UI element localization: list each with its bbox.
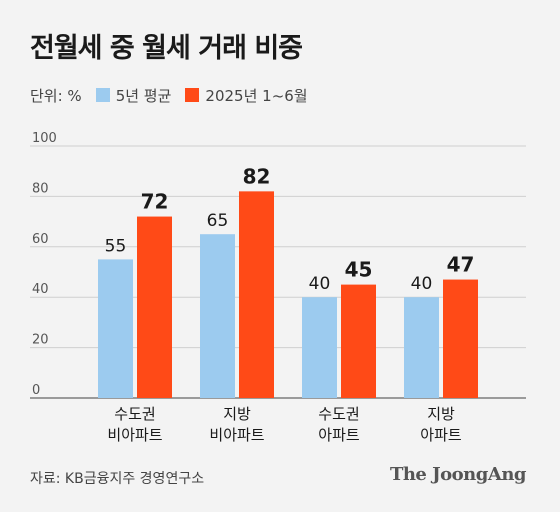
category-label-3-line0: 지방 — [427, 405, 455, 423]
bar-series0-cat1 — [200, 234, 235, 398]
data-label-series1-cat2: 45 — [345, 258, 373, 282]
bar-series0-cat3 — [404, 297, 439, 398]
legend-swatch-2025 — [185, 88, 200, 102]
y-tick-label-80: 80 — [32, 181, 49, 196]
legend-swatch-5yr-average — [95, 88, 110, 102]
legend-item-2025: 2025년 1~6월 — [185, 85, 308, 106]
category-label-2-line0: 수도권 — [318, 405, 359, 423]
category-label-3-line1: 아파트 — [420, 426, 462, 444]
data-label-series0-cat1: 65 — [207, 211, 229, 231]
data-label-series1-cat0: 72 — [141, 190, 169, 214]
chart-legend: 단위: % 5년 평균 2025년 1~6월 — [30, 84, 322, 106]
category-label-0-line1: 비아파트 — [107, 426, 162, 444]
category-label-1-line0: 지방 — [223, 405, 251, 423]
source-note: 자료: KB금융지주 경영연구소 — [30, 471, 205, 487]
legend-item-5yr-average: 5년 평균 — [95, 85, 172, 106]
data-label-series0-cat2: 40 — [309, 274, 331, 294]
category-label-1-line1: 비아파트 — [209, 426, 264, 444]
y-tick-label-60: 60 — [32, 232, 49, 247]
y-tick-label-100: 100 — [32, 131, 57, 146]
y-tick-label-40: 40 — [32, 282, 49, 297]
bar-series0-cat2 — [302, 297, 337, 398]
category-label-2-line1: 아파트 — [318, 426, 360, 444]
bar-series1-cat1 — [239, 191, 274, 398]
bar-series0-cat0 — [98, 259, 133, 398]
brand-logo: The JoongAng — [389, 464, 527, 485]
y-tick-label-0: 0 — [32, 383, 40, 398]
y-tick-label-20: 20 — [32, 333, 49, 348]
bar-series1-cat3 — [443, 279, 478, 398]
chart-title: 전월세 중 월세 거래 비중 — [30, 33, 303, 64]
legend-label-2025: 2025년 1~6월 — [205, 86, 308, 105]
bar-series1-cat0 — [137, 216, 172, 398]
category-label-0-line0: 수도권 — [114, 405, 155, 423]
bar-series1-cat2 — [341, 284, 376, 398]
unit-label: 단위: % — [30, 86, 82, 105]
data-label-series1-cat1: 82 — [243, 164, 271, 188]
legend-label-5yr-average: 5년 평균 — [115, 86, 172, 105]
data-label-series1-cat3: 47 — [447, 253, 475, 277]
data-label-series0-cat3: 40 — [411, 274, 433, 294]
data-label-series0-cat0: 55 — [105, 236, 127, 256]
